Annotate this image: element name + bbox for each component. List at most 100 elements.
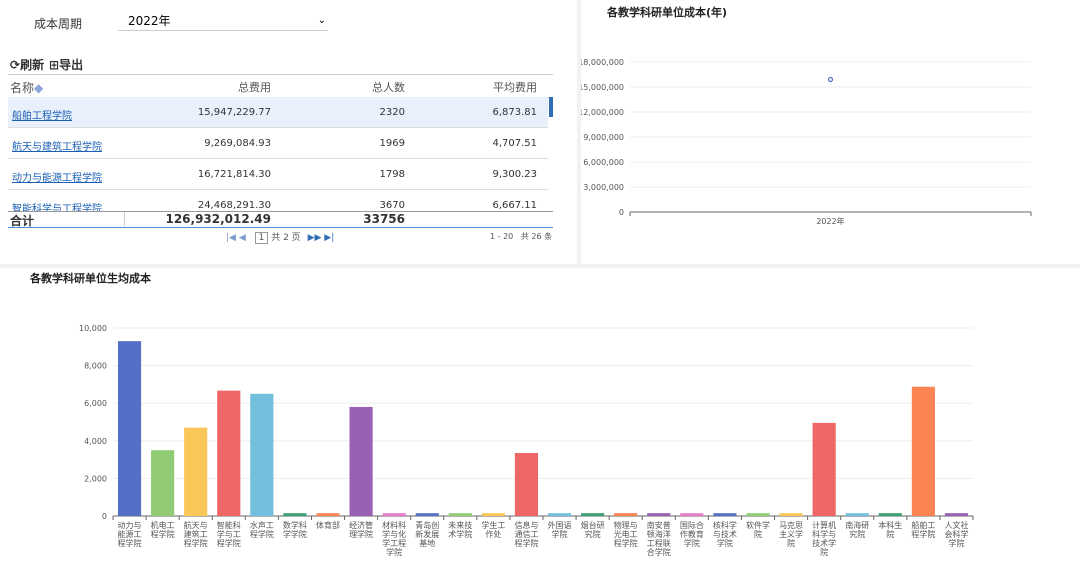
- chart-title: 各教学科研单位成本(年): [606, 5, 727, 19]
- cell-people: 1969: [379, 138, 405, 149]
- row-count: 共 26 条: [520, 232, 553, 241]
- bar: [614, 513, 638, 516]
- bar: [316, 513, 340, 516]
- pager-info: 1 - 20 共 26 条: [490, 231, 552, 242]
- x-tick-label: 本科生院: [878, 520, 902, 539]
- bar: [217, 390, 241, 516]
- table-header: 名称◆ 总费用 总人数 平均费用: [8, 74, 553, 98]
- avg-chart-panel: 各教学科研单位生均成本 0 2,000 4,000 6,000 8,000 10,000 动力…: [0, 268, 1080, 566]
- table-row[interactable]: 船舶工程学院 15,947,229.77 2320 6,873.81: [8, 97, 548, 128]
- chart-title: 各教学科研单位生均成本: [29, 271, 151, 285]
- bar: [547, 513, 572, 516]
- y-tick-label: 2,000: [84, 474, 107, 483]
- table-row[interactable]: 航天与建筑工程学院 9,269,084.93 1969 4,707.51: [8, 128, 548, 159]
- cell-people: 2320: [379, 107, 405, 118]
- cell-people: 3670: [379, 200, 405, 211]
- x-tick-label: 机电工程学院: [151, 520, 175, 539]
- period-select[interactable]: 2022年 ⌄: [118, 9, 328, 31]
- x-tick-label: 材料科学与化学工程学院: [382, 520, 406, 557]
- bar: [250, 393, 274, 516]
- cell-name[interactable]: 智能科学与工程学院: [12, 204, 102, 211]
- header-cell[interactable]: 总人数: [372, 81, 405, 94]
- table-panel: 成本周期 2022年 ⌄ ⟳刷新 ⊞导出 名称◆ 总费用 总人数 平均费用 船舶工…: [0, 0, 577, 264]
- bar: [911, 386, 935, 516]
- table-body: 船舶工程学院 15,947,229.77 2320 6,873.81 航天与建筑工程学院…: [8, 97, 548, 211]
- export-button[interactable]: ⊞导出: [49, 58, 84, 72]
- x-tick-label: 学生工作处: [481, 520, 505, 539]
- refresh-text: 刷新: [20, 58, 45, 72]
- bar: [349, 406, 373, 516]
- total-label: 合计: [10, 214, 35, 228]
- select-arrow: ⌄: [317, 15, 326, 26]
- y-tick-label: 8,000: [84, 362, 107, 371]
- bar: [878, 513, 902, 516]
- y-tick-label: 6,000: [84, 399, 107, 408]
- cell-avg: 9,300.23: [492, 169, 537, 180]
- header-cell[interactable]: 平均费用: [493, 81, 537, 94]
- x-tick-label: 未来技术学院: [448, 520, 472, 539]
- x-tick-label: 体育部: [316, 520, 340, 530]
- bar: [812, 422, 836, 516]
- bar: [680, 513, 704, 516]
- cell-name[interactable]: 航天与建筑工程学院: [12, 142, 102, 153]
- bar: [283, 513, 307, 516]
- y-tick-label: 6,000,000: [583, 158, 624, 167]
- header-cell[interactable]: 总费用: [238, 81, 271, 94]
- y-tick-label: 10,000: [79, 324, 107, 333]
- cell-name[interactable]: 船舶工程学院: [12, 111, 72, 122]
- scrollbar[interactable]: [549, 97, 553, 117]
- x-tick-label: 人文社会科学学院: [944, 520, 968, 548]
- select-value: 2022年: [128, 14, 171, 28]
- x-tick-label: 烟台研究院: [581, 520, 605, 539]
- total-people: 33756: [363, 212, 405, 226]
- header-cell[interactable]: 名称◆: [10, 81, 44, 95]
- pager-next[interactable]: ▶▶ ▶|: [307, 233, 335, 243]
- x-tick-label: 动力与能源工程学院: [118, 520, 142, 548]
- cell-cost: 24,468,291.30: [197, 200, 271, 211]
- bar: [581, 513, 605, 516]
- cell-avg: 6,667.11: [492, 200, 537, 211]
- cell-cost: 16,721,814.30: [197, 169, 271, 180]
- total-cost: 126,932,012.49: [124, 212, 271, 226]
- x-tick-label: 外国语学院: [548, 520, 572, 539]
- y-tick-label: 4,000: [84, 437, 107, 446]
- bar: [779, 513, 803, 516]
- bar: [713, 513, 737, 516]
- cell-cost: 9,269,084.93: [204, 138, 271, 149]
- bar: [481, 513, 505, 516]
- x-tick-label: 南安普顿海洋工程联合学院: [647, 520, 671, 557]
- cell-name[interactable]: 动力与能源工程学院: [12, 173, 102, 184]
- export-text: 导出: [59, 58, 84, 72]
- pager-first[interactable]: |◀ ◀: [226, 233, 246, 243]
- y-tick-label: 0: [102, 512, 107, 521]
- x-tick-label: 智能科学与工程学院: [217, 520, 241, 548]
- bar: [845, 513, 869, 516]
- table-row[interactable]: 动力与能源工程学院 16,721,814.30 1798 9,300.23: [8, 159, 548, 190]
- refresh-button[interactable]: ⟳刷新: [10, 58, 45, 72]
- x-tick-label: 航天与建筑工程学院: [184, 520, 208, 548]
- bar: [184, 427, 208, 516]
- cell-avg: 6,873.81: [492, 107, 537, 118]
- cell-people: 1798: [379, 169, 405, 180]
- bar: [382, 513, 406, 516]
- x-tick-label: 经济管理学院: [349, 520, 373, 539]
- cell-cost: 15,947,229.77: [197, 107, 271, 118]
- page-input[interactable]: 1: [254, 232, 269, 244]
- x-tick-label: 物理与光电工程学院: [614, 520, 638, 548]
- cost-chart-panel: 各教学科研单位成本(年) 0 3,000,000 6,000,000 9,000,000…: [581, 0, 1080, 264]
- total-row: 合计 126,932,012.49 33756: [8, 211, 553, 228]
- bar: [117, 341, 142, 516]
- cost-chart: 各教学科研单位成本(年) 0 3,000,000 6,000,000 9,000,000…: [581, 5, 1032, 226]
- bar: [448, 513, 472, 516]
- x-tick-label: 水声工程学院: [250, 520, 274, 539]
- bar: [944, 513, 969, 516]
- x-tick-label: 国际合作教育学院: [680, 520, 704, 548]
- y-tick-label: 12,000,000: [581, 108, 624, 117]
- x-tick-label: 船舶工程学院: [911, 520, 935, 539]
- row-range: 1 - 20: [490, 232, 514, 241]
- x-tick-label: 软件学院: [746, 520, 770, 539]
- x-tick-label: 信息与通信工程学院: [514, 520, 538, 548]
- x-tick-label: 核科学与技术学院: [713, 520, 737, 548]
- table-row[interactable]: 智能科学与工程学院 24,468,291.30 3670 6,667.11: [8, 190, 548, 211]
